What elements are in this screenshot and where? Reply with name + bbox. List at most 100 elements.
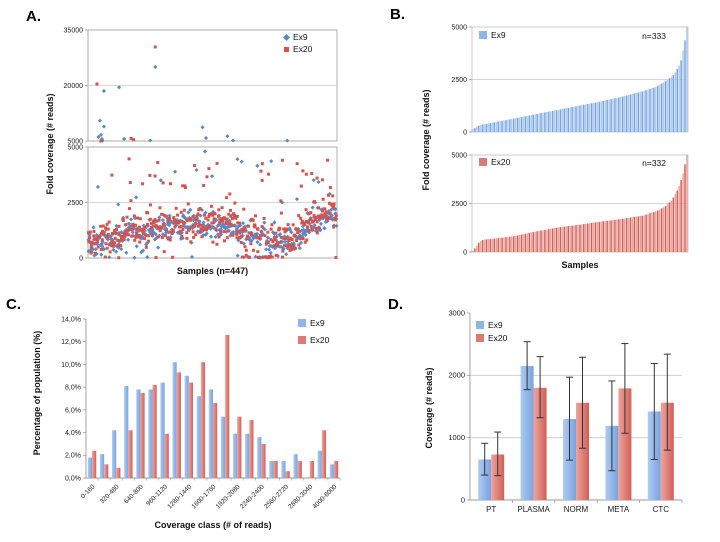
scatter-point-ex20 — [276, 241, 280, 245]
scatter-point-ex9 — [303, 232, 308, 238]
y-tick-label: 2,0% — [65, 453, 81, 460]
scatter-point-ex20 — [106, 227, 110, 231]
scatter-point-ex20 — [239, 240, 243, 244]
scatter-point-ex20 — [306, 220, 310, 224]
scatter-point-ex20 — [262, 216, 266, 220]
scatter-point-ex20 — [225, 196, 229, 200]
scatter-point-ex20 — [183, 184, 187, 188]
scatter-point-ex9 — [200, 125, 205, 130]
bar-ex9 — [520, 365, 534, 500]
scatter-point-ex9 — [240, 221, 246, 226]
scatter-point-ex20 — [107, 220, 111, 224]
scatter-point-ex9 — [204, 231, 209, 236]
bar-ex20 — [273, 460, 278, 478]
scatter-point-ex20 — [144, 245, 148, 249]
scatter-point-ex20 — [191, 215, 195, 219]
sample-bar — [620, 96, 622, 132]
scatter-point-ex20 — [313, 200, 317, 204]
scatter-point-ex20 — [249, 231, 253, 235]
sample-bar — [561, 226, 564, 252]
legend-label-ex20: Ex20 — [293, 44, 313, 54]
scatter-point-ex20 — [269, 227, 273, 231]
sample-bar — [544, 112, 546, 132]
sample-bar — [511, 118, 513, 132]
scatter-point-ex20 — [111, 244, 115, 248]
scatter-point-ex20 — [172, 218, 176, 222]
sample-bar — [674, 72, 677, 132]
sample-bar — [546, 229, 548, 252]
scatter-point-ex20 — [98, 234, 102, 238]
scatter-point-ex20 — [169, 230, 173, 234]
scatter-point-ex20 — [113, 229, 117, 233]
scatter-point-ex20 — [323, 207, 327, 211]
scatter-point-ex20 — [281, 255, 285, 259]
sample-bar — [518, 117, 521, 132]
scatter-point-ex20 — [166, 237, 170, 241]
sample-bar — [481, 124, 484, 132]
sample-bar — [505, 237, 507, 252]
sample-bar — [627, 94, 630, 132]
scatter-point-ex20 — [260, 178, 264, 182]
scatter-point-ex9 — [99, 252, 104, 257]
y-tick-label: 5000 — [67, 144, 83, 151]
sample-bar — [629, 217, 632, 252]
scatter-point-ex20 — [260, 162, 264, 166]
scatter-point-ex20 — [106, 232, 110, 236]
bar-ex20 — [321, 430, 327, 478]
scatter-point-ex20 — [207, 167, 211, 171]
scatter-point-ex20 — [299, 184, 303, 188]
scatter-point-ex20 — [140, 227, 144, 231]
scatter-point-ex20 — [285, 228, 289, 232]
scatter-point-ex9 — [95, 184, 101, 190]
scatter-point-ex20 — [279, 199, 283, 203]
sample-bar — [627, 217, 630, 252]
panel-b-ex9-legend: Ex9 — [479, 30, 506, 40]
scatter-point-ex20 — [321, 209, 325, 213]
sample-bar — [476, 126, 478, 132]
ex20-swatch-icon — [476, 334, 484, 342]
scatter-point-ex20 — [100, 229, 104, 233]
scatter-point-ex20 — [117, 232, 121, 236]
scatter-point-ex20 — [141, 182, 145, 186]
bar-ex20 — [618, 388, 632, 500]
scatter-point-ex20 — [121, 219, 125, 223]
scatter-point-ex20 — [138, 240, 142, 244]
scatter-point-ex20 — [215, 161, 219, 165]
sample-bar — [660, 83, 663, 132]
scatter-point-ex20 — [315, 176, 319, 180]
scatter-point-ex20 — [104, 226, 108, 230]
sample-bar — [542, 112, 544, 132]
scatter-point-ex20 — [306, 225, 310, 229]
scatter-point-ex20 — [279, 211, 283, 215]
scatter-point-ex20 — [282, 227, 286, 231]
scatter-point-ex20 — [314, 215, 318, 219]
scatter-point-ex9 — [129, 217, 134, 222]
scatter-point-ex9 — [239, 159, 244, 164]
scatter-point-ex20 — [105, 222, 109, 226]
scatter-point-ex9 — [208, 234, 214, 239]
scatter-point-ex20 — [133, 238, 137, 242]
sample-bar — [540, 113, 542, 132]
scatter-point-ex9 — [255, 239, 260, 245]
panel-c-letter: C. — [6, 296, 21, 313]
x-tick-label: 1920-2080 — [215, 483, 242, 510]
scatter-point-ex20 — [205, 175, 209, 179]
bar-ex20 — [309, 460, 314, 478]
scatter-point-ex20 — [288, 248, 292, 252]
scatter-point-ex20 — [325, 216, 329, 220]
scatter-point-ex20 — [134, 223, 138, 227]
scatter-point-ex20 — [148, 203, 152, 207]
scatter-point-ex20 — [127, 157, 131, 161]
legend-item-ex9: Ex9 — [282, 32, 312, 42]
sample-bar — [520, 116, 523, 132]
scatter-point-ex20 — [173, 225, 177, 229]
scatter-point-ex20 — [200, 223, 204, 227]
scatter-point-ex20 — [305, 238, 309, 242]
scatter-point-ex20 — [178, 225, 182, 229]
sample-bar — [507, 236, 509, 252]
scatter-point-ex20 — [238, 235, 242, 239]
scatter-point-ex20 — [254, 214, 258, 218]
sample-bar — [481, 240, 484, 252]
sample-bar — [625, 218, 628, 252]
sample-bar — [565, 226, 568, 252]
